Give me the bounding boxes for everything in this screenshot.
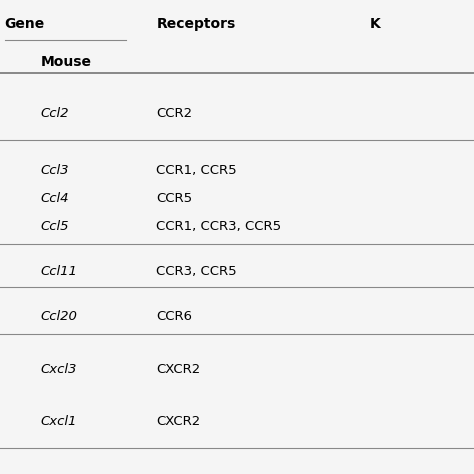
Text: Ccl11: Ccl11 [40,265,77,278]
Text: Ccl2: Ccl2 [40,107,69,119]
Text: Receptors: Receptors [156,17,236,31]
Text: Ccl3: Ccl3 [40,164,69,176]
Text: Mouse: Mouse [40,55,91,69]
Text: Cxcl1: Cxcl1 [40,415,77,428]
Text: CXCR2: CXCR2 [156,415,201,428]
Text: K: K [370,17,381,31]
Text: CCR6: CCR6 [156,310,192,323]
Text: CCR3, CCR5: CCR3, CCR5 [156,265,237,278]
Text: CCR2: CCR2 [156,107,192,119]
Text: CCR1, CCR3, CCR5: CCR1, CCR3, CCR5 [156,220,282,233]
Text: Ccl4: Ccl4 [40,192,69,205]
Text: CCR5: CCR5 [156,192,192,205]
Text: CCR1, CCR5: CCR1, CCR5 [156,164,237,176]
Text: Ccl20: Ccl20 [40,310,77,323]
Text: Cxcl3: Cxcl3 [40,363,77,375]
Text: Ccl5: Ccl5 [40,220,69,233]
Text: Gene: Gene [5,17,45,31]
Text: CXCR2: CXCR2 [156,363,201,375]
